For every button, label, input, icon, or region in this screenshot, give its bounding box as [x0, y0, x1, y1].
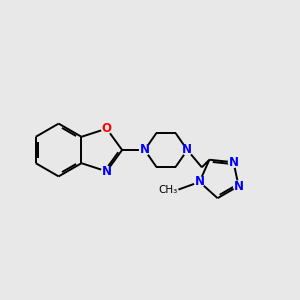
Circle shape — [182, 145, 192, 155]
Circle shape — [101, 166, 112, 176]
Text: N: N — [194, 176, 205, 188]
Text: O: O — [102, 122, 112, 135]
Text: CH₃: CH₃ — [158, 184, 177, 195]
Text: N: N — [182, 143, 192, 157]
Text: N: N — [229, 156, 238, 169]
Circle shape — [101, 124, 112, 134]
Text: N: N — [140, 143, 150, 157]
Circle shape — [194, 177, 205, 187]
Circle shape — [140, 145, 150, 155]
Text: N: N — [234, 179, 244, 193]
Circle shape — [229, 157, 238, 167]
Circle shape — [233, 181, 244, 191]
Text: N: N — [102, 165, 112, 178]
